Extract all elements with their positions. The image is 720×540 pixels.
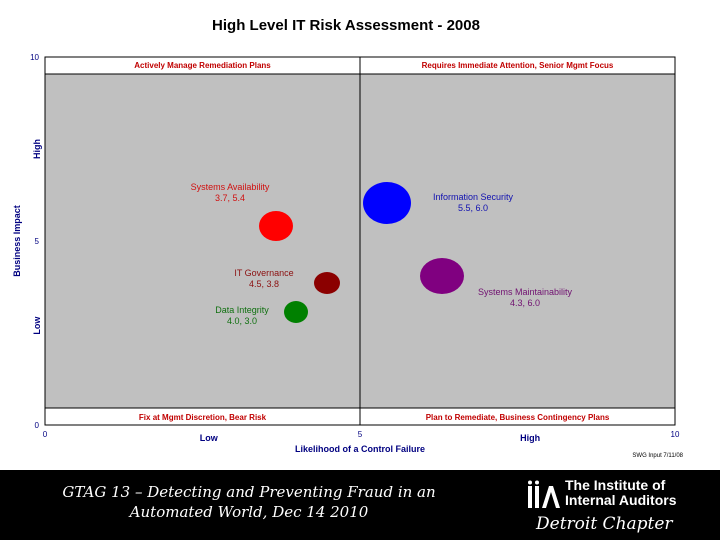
iia-logo: The Institute of Internal Auditors [527,478,707,512]
footer-caption: GTAG 13 – Detecting and Preventing Fraud… [14,482,484,522]
bubble-values-systems-maintainability: 4.3, 6.0 [510,298,540,308]
chart-title: High Level IT Risk Assessment - 2008 [212,17,480,34]
bubble-label-it-governance: IT Governance [234,268,293,278]
y-tick-label-2: 10 [30,53,39,62]
risk-chart: High Level IT Risk Assessment - 2008 Acti… [12,17,684,459]
quadrant-label-bottom-left: Fix at Mgmt Discretion, Bear Risk [139,413,267,422]
iia-name-line-1: The Institute of [565,477,666,493]
caption-line-1: GTAG 13 – Detecting and Preventing Fraud… [62,483,436,501]
bubble-values-information-security: 5.5, 6.0 [458,203,488,213]
y-tick-label-1: 5 [35,237,40,246]
x-axis-title: Likelihood of a Control Failure [295,444,425,454]
bubble-data-integrity [284,301,308,323]
y-qual-high: High [32,139,42,159]
y-qual-low: Low [32,316,42,335]
x-tick-label-2: 10 [671,430,680,439]
y-axis-title: Business Impact [12,205,22,277]
quadrant-label-top-right: Requires Immediate Attention, Senior Mgm… [422,61,614,70]
chart-svg: High Level IT Risk Assessment - 2008 Acti… [12,17,684,459]
bubble-label-systems-maintainability: Systems Maintainability [478,287,573,297]
source-note: SWG Input 7/11/08 [632,453,683,459]
chapter-label: Detroit Chapter [536,514,673,534]
bubble-systems-availability [259,211,293,241]
x-tick-label-1: 5 [358,430,363,439]
bubble-label-systems-availability: Systems Availability [191,182,270,192]
quadrant-label-bottom-right: Plan to Remediate, Business Contingency … [426,413,610,422]
bubble-values-systems-availability: 3.7, 5.4 [215,193,245,203]
iia-name: The Institute of Internal Auditors [565,478,677,508]
bubble-information-security [363,182,411,224]
iia-logo-icon [528,480,560,508]
bubble-it-governance [314,272,340,294]
bubble-values-it-governance: 4.5, 3.8 [249,279,279,289]
y-tick-label-0: 0 [35,421,40,430]
x-qual-low: Low [200,433,219,443]
x-qual-high: High [520,433,540,443]
x-tick-label-0: 0 [43,430,48,439]
footer-bar: GTAG 13 – Detecting and Preventing Fraud… [0,470,720,540]
caption-line-2: Automated World, Dec 14 2010 [129,503,369,521]
bubble-values-data-integrity: 4.0, 3.0 [227,316,257,326]
bubble-label-information-security: Information Security [433,192,514,202]
iia-name-line-2: Internal Auditors [565,492,677,508]
bubble-label-data-integrity: Data Integrity [215,305,269,315]
bubble-systems-maintainability [420,258,464,294]
quadrant-label-top-left: Actively Manage Remediation Plans [134,61,271,70]
